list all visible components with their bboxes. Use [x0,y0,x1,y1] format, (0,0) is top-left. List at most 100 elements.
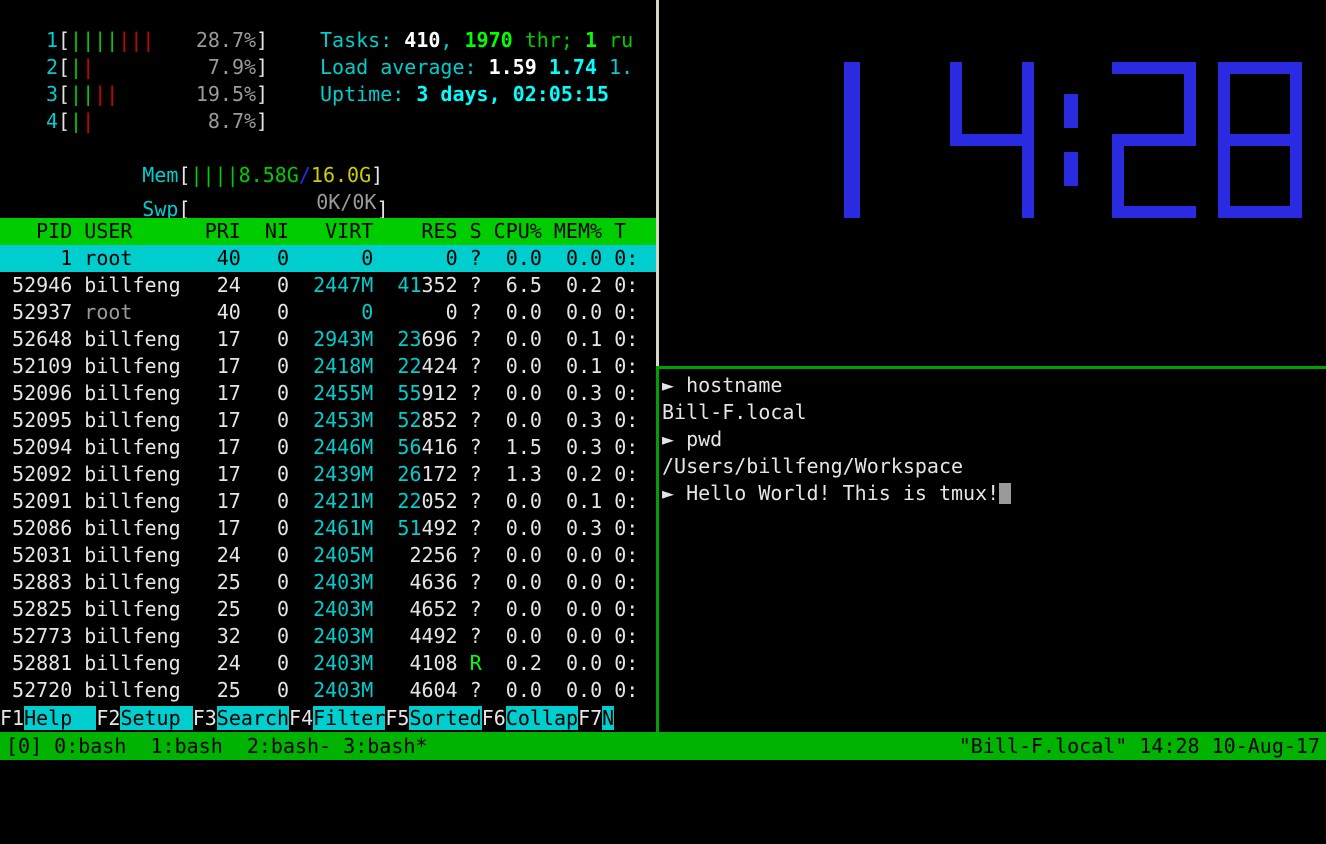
fkey-f2-label[interactable]: Setup [120,706,193,730]
process-row[interactable]: 52095 billfeng 17 0 2453M 52852 ? 0.0 0.… [0,407,656,434]
cell-pri: 25 [204,570,241,594]
tmux-status-right: "Bill-F.local" 14:28 10-Aug-17 [958,734,1320,758]
fkey-f3-label[interactable]: Search [216,706,290,730]
process-row[interactable]: 52648 billfeng 17 0 2943M 23696 ? 0.0 0.… [0,326,656,353]
cell-virt: 2421M [301,489,374,513]
cpu-meter-bars-green: || [70,82,95,106]
process-row[interactable]: 52946 billfeng 24 0 2447M 41352 ? 6.5 0.… [0,272,656,299]
tmux-status-bar[interactable]: [0] 0:bash 1:bash 2:bash- 3:bash* "Bill-… [0,732,1326,760]
cell-virt: 2455M [301,381,374,405]
fkey-f3-number[interactable]: F3 [192,706,217,730]
cell-mem: 0.0 [553,543,603,567]
htop-function-key-bar[interactable]: F1Help F2Setup F3SearchF4FilterF5SortedF… [0,704,656,732]
cell-time: 0: [614,489,639,513]
uptime-label: Uptime: [320,82,405,106]
process-row[interactable]: 52031 billfeng 24 0 2405M 2256 ? 0.0 0.0… [0,542,656,569]
process-row[interactable]: 52937 root 40 0 0 0 ? 0.0 0.0 0: [0,299,656,326]
process-table-body[interactable]: 1 root 40 0 0 0 ? 0.0 0.0 0: 52946 billf… [0,245,656,704]
process-row[interactable]: 52086 billfeng 17 0 2461M 51492 ? 0.0 0.… [0,515,656,542]
cpu-meter-gauge: 7.9% || [70,54,256,81]
shell-text: pwd [686,427,723,451]
process-table-header[interactable]: PID USER PRI NI VIRT RES S CPU% MEM% T [0,218,656,245]
clock-segment-g [1218,134,1302,146]
cell-ni: 0 [252,516,290,540]
tmux-window-list[interactable]: [0] 0:bash 1:bash 2:bash- 3:bash* [6,734,428,758]
mem-meter-bars: |||| [190,163,239,187]
process-row[interactable]: 52094 billfeng 17 0 2446M 56416 ? 1.5 0.… [0,434,656,461]
cell-pid: 52648 [0,327,73,351]
shell-output-line: Bill-F.local [662,399,1326,426]
fkey-f6-number[interactable]: F6 [481,706,506,730]
cell-state: ? [469,435,482,459]
cell-time: 0: [614,354,639,378]
fkey-f7-number[interactable]: F7 [578,706,603,730]
cell-virt: 0 [301,246,374,270]
process-row[interactable]: 52091 billfeng 17 0 2421M 22052 ? 0.0 0.… [0,488,656,515]
cell-cpu: 0.0 [493,570,542,594]
tmux-clock-pane[interactable] [662,0,1326,364]
process-row[interactable]: 52109 billfeng 17 0 2418M 22424 ? 0.0 0.… [0,353,656,380]
cell-user: billfeng [84,354,193,378]
mem-meter-label: Mem [142,163,179,187]
cell-virt: 2418M [301,354,374,378]
cell-time: 0: [614,678,639,702]
process-row[interactable]: 52720 billfeng 25 0 2403M 4604 ? 0.0 0.0… [0,677,656,704]
cell-cpu: 0.0 [493,381,542,405]
shell-output-line: /Users/billfeng/Workspace [662,453,1326,480]
cell-user: billfeng [84,678,193,702]
cell-pri: 24 [204,651,241,675]
cell-time: 0: [614,435,639,459]
cell-pri: 17 [204,489,241,513]
cell-res: 052 [421,489,458,513]
cell-cpu: 1.5 [493,435,542,459]
fkey-f5-number[interactable]: F5 [385,706,410,730]
cell-pri: 17 [204,462,241,486]
cpu-meter-label: 3 [45,82,58,106]
cpu-meter-gauge: 8.7% || [70,108,256,135]
fkey-f7-label[interactable]: N [602,706,615,730]
cell-virt: 2405M [301,543,374,567]
horizontal-pane-divider[interactable] [659,366,1326,369]
cell-res-high: 56 [397,435,422,459]
process-row[interactable]: 52881 billfeng 24 0 2403M 4108 R 0.2 0.0… [0,650,656,677]
cell-state: ? [469,327,482,351]
process-row[interactable]: 52825 billfeng 25 0 2403M 4652 ? 0.0 0.0… [0,596,656,623]
shell-pane[interactable]: ► hostname Bill-F.local ► pwd/Users/billfe… [662,372,1326,732]
load-5min: 1.74 [548,55,597,79]
fkey-f2-number[interactable]: F2 [96,706,121,730]
process-row[interactable]: 52773 billfeng 32 0 2403M 4492 ? 0.0 0.0… [0,623,656,650]
cell-mem: 0.0 [553,300,603,324]
fkey-f6-label[interactable]: Collap [505,706,579,730]
fkey-f4-label[interactable]: Filter [313,706,386,730]
fkey-f1-label[interactable]: Help [24,706,97,730]
cell-state: ? [469,273,482,297]
cpu-meter-1: 1[28.7% |||||||] [0,27,656,54]
cell-res: 2256 [409,543,458,567]
htop-process-table[interactable]: PID USER PRI NI VIRT RES S CPU% MEM% T 1… [0,218,656,704]
cell-cpu: 1.3 [493,462,542,486]
cell-res-high: 22 [397,354,422,378]
vertical-pane-divider-top[interactable] [656,0,659,366]
clock-segment-b [1184,62,1196,146]
cell-res: 4636 [409,570,458,594]
load-label: Load average: [320,55,477,79]
process-row[interactable]: 52096 billfeng 17 0 2455M 55912 ? 0.0 0.… [0,380,656,407]
process-row[interactable]: 52883 billfeng 25 0 2403M 4636 ? 0.0 0.0… [0,569,656,596]
vertical-pane-divider-bottom[interactable] [656,366,659,732]
fkey-f1-number[interactable]: F1 [0,706,25,730]
htop-pane[interactable]: 1[28.7% |||||||] 2[7.9% ||] 3[19.5% ||||] 4[8.… [0,0,656,732]
process-row[interactable]: 1 root 40 0 0 0 ? 0.0 0.0 0: [0,245,656,272]
clock-segment-g [1112,134,1196,146]
process-row[interactable]: 52092 billfeng 17 0 2439M 26172 ? 1.3 0.… [0,461,656,488]
cell-res: 0 [445,300,458,324]
cell-cpu: 0.0 [493,354,542,378]
fkey-f4-number[interactable]: F4 [289,706,314,730]
cell-res-high: 23 [397,327,422,351]
cell-cpu: 0.0 [493,408,542,432]
cell-user: billfeng [84,273,193,297]
fkey-f5-label[interactable]: Sorted [409,706,482,730]
cell-cpu: 0.0 [493,597,542,621]
mem-meter: Mem[||||8.58G/16.0G] [0,135,656,187]
cell-pri: 32 [204,624,241,648]
cell-state: ? [469,516,482,540]
